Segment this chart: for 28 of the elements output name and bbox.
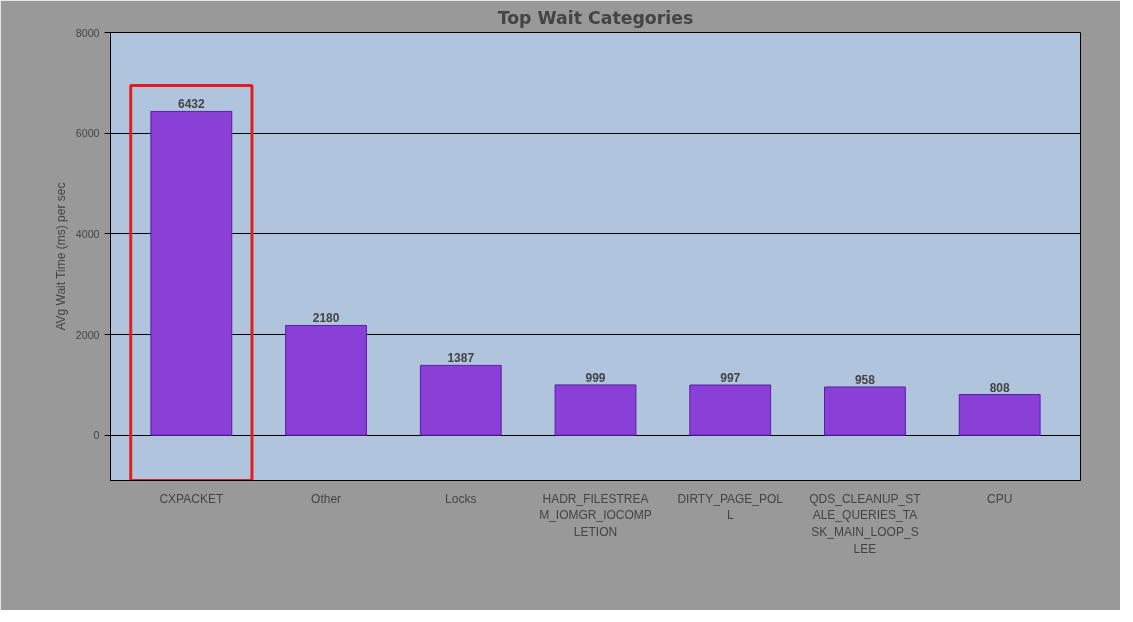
x-tick-label: QDS_CLEANUP_STALE_QUERIES_TASK_MAIN_LOOP_SLEE (809, 491, 922, 556)
data-label: 958 (854, 372, 876, 387)
x-tick-label: Other (311, 491, 342, 506)
data-label: 1387 (447, 351, 475, 366)
data-label: 997 (720, 371, 741, 386)
y-tick-label: 0 (93, 429, 100, 442)
bar (554, 384, 637, 436)
bar (150, 110, 233, 436)
x-tick-label: CPU (987, 491, 1013, 506)
bar (689, 384, 772, 436)
y-tick-label: 2000 (75, 328, 100, 341)
y-tick-label: 8000 (75, 26, 100, 39)
y-tick-label: 6000 (75, 127, 100, 140)
bar (419, 364, 502, 436)
bar (958, 394, 1041, 436)
x-tick-label: DIRTY_PAGE_POLL (677, 491, 784, 523)
y-tick-label: 4000 (75, 227, 100, 240)
y-axis-title: AVg Wait Time (ms) per sec (53, 182, 68, 331)
data-label: 999 (585, 370, 606, 385)
data-label: 6432 (177, 97, 206, 112)
data-label: 2180 (312, 311, 340, 326)
x-tick-label: Locks (445, 491, 477, 506)
chart-title: Top Wait Categories (497, 7, 694, 28)
data-label: 808 (989, 380, 1010, 395)
x-tick-label: CXPACKET (159, 491, 224, 506)
bar (285, 324, 367, 436)
x-tick-label: HADR_FILESTREAM_IOMGR_IOCOMPLETION (539, 491, 652, 540)
bar (824, 386, 906, 436)
